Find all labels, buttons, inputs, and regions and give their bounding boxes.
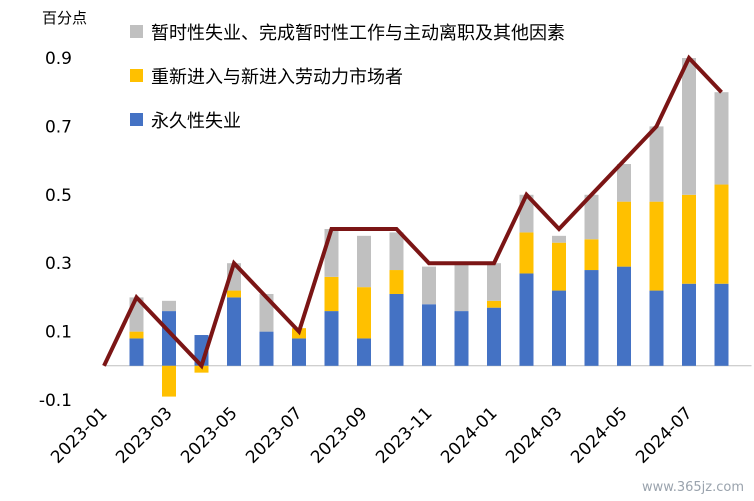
total-line — [102, 54, 723, 370]
bar-segment — [584, 239, 599, 271]
y-tick-label: -0.1 — [39, 391, 72, 411]
bar-segment — [422, 304, 436, 366]
bar-segment — [324, 276, 339, 312]
bar-segment — [292, 338, 306, 366]
watermark: www.365jz.com — [642, 480, 744, 495]
bar-segment — [617, 164, 631, 202]
bar-segment — [324, 229, 339, 277]
x-tick-label: 2024-05 — [567, 403, 631, 467]
y-tick-label: 0.5 — [45, 186, 72, 206]
legend-label: 永久性失业 — [151, 111, 241, 132]
x-tick-label: 2023-05 — [177, 403, 241, 467]
bar-segment — [682, 194, 696, 284]
bar-segment — [552, 290, 566, 366]
legend-label: 重新进入与新进入劳动力市场者 — [151, 67, 403, 88]
bar-segment — [584, 194, 599, 240]
bar-segment — [357, 287, 371, 339]
y-axis-ticks: -0.1 0.1 0.3 0.5 0.7 0.9 — [39, 49, 72, 411]
bar-segment — [357, 235, 371, 288]
x-tick-label: 2024-03 — [502, 403, 566, 467]
bar-segment — [129, 338, 144, 366]
y-tick-label: 0.9 — [45, 49, 72, 69]
bar-segment — [227, 297, 241, 366]
bar-segment — [357, 338, 371, 366]
bar-segment — [454, 311, 469, 366]
x-axis-ticks: 2023-01 2023-03 2023-05 2023-07 2023-09 2023-… — [47, 403, 696, 467]
bar-segment — [389, 293, 404, 366]
x-tick-label: 2023-11 — [372, 403, 436, 467]
bar-segment — [519, 273, 534, 366]
bar-segment — [617, 266, 631, 366]
bar-segment — [227, 290, 241, 298]
bar-segment — [129, 331, 144, 339]
bar-segment — [259, 331, 274, 366]
bar-segment — [487, 307, 501, 366]
y-tick-label: 0.3 — [45, 254, 72, 274]
x-tick-label: 2024-07 — [632, 403, 696, 467]
bar-segment — [552, 242, 566, 291]
bar-segment — [162, 365, 176, 397]
y-tick-label: 0.7 — [45, 117, 72, 137]
bar-segment — [162, 300, 176, 312]
bar-segment — [162, 311, 176, 366]
legend-swatch — [130, 25, 143, 38]
legend: 暂时性失业、完成暂时性工作与主动离职及其他因素重新进入与新进入劳动力市场者永久性… — [130, 23, 565, 132]
bar-segment — [487, 300, 501, 308]
bar-segment — [519, 232, 534, 274]
bar-segment — [714, 92, 729, 185]
bar-segment — [324, 311, 339, 366]
bar-segment — [584, 270, 599, 366]
bar-segment — [552, 235, 566, 243]
bar-segment — [714, 184, 729, 284]
bars-group — [129, 58, 729, 397]
bar-segment — [714, 283, 729, 366]
x-tick-label: 2024-01 — [437, 403, 501, 467]
y-unit-label: 百分点 — [42, 9, 87, 27]
bar-segment — [649, 126, 664, 202]
bar-segment — [389, 270, 404, 294]
bar-segment — [487, 263, 501, 301]
x-tick-label: 2023-01 — [47, 403, 111, 467]
bar-segment — [617, 201, 631, 267]
bar-segment — [682, 58, 696, 195]
legend-swatch — [130, 113, 143, 126]
legend-swatch — [130, 69, 143, 82]
bar-segment — [389, 232, 404, 271]
x-tick-label: 2023-03 — [112, 403, 176, 467]
x-tick-label: 2023-07 — [242, 403, 306, 467]
bar-segment — [194, 365, 209, 373]
bar-segment — [454, 263, 469, 312]
legend-label: 暂时性失业、完成暂时性工作与主动离职及其他因素 — [151, 23, 565, 44]
x-tick-label: 2023-09 — [307, 403, 371, 467]
bar-segment — [422, 266, 436, 305]
y-tick-label: 0.1 — [45, 323, 72, 343]
bar-segment — [649, 201, 664, 291]
bar-segment — [682, 283, 696, 366]
bar-segment — [649, 290, 664, 366]
